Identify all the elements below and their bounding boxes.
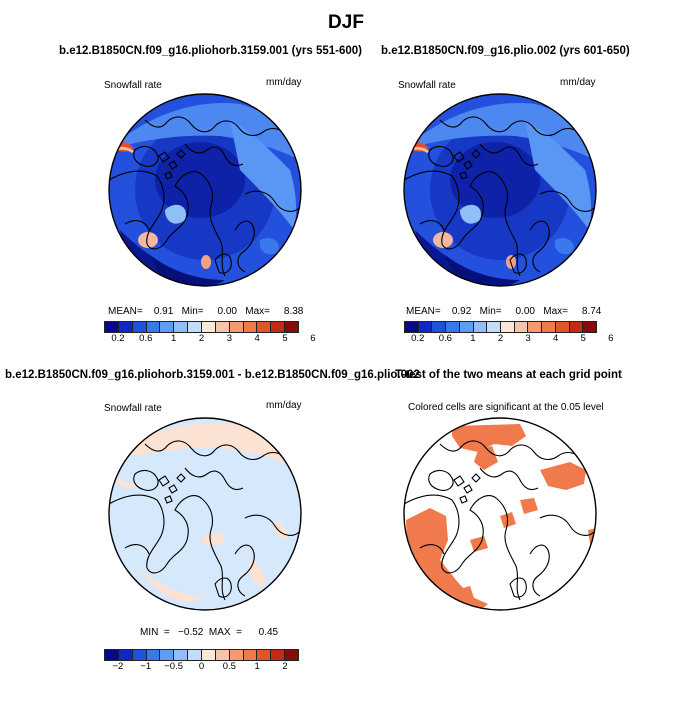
panel-title-bottom-right: T-test of the two means at each grid poi… [395, 369, 622, 381]
variable-label-bottom-left: Snowfall rate [104, 403, 162, 414]
page-title: DJF [328, 12, 364, 33]
colorbar-cell [146, 650, 161, 660]
colorbar-cell [132, 650, 147, 660]
panel-title-top-right: b.e12.B1850CN.f09_g16.plio.002 (yrs 601-… [381, 45, 630, 57]
colorbar-cell [174, 650, 189, 660]
colorbar-cell [132, 322, 147, 332]
colorbar-tick-label: 1 [470, 333, 476, 344]
colorbar-cell [271, 322, 286, 332]
colorbar-tick-label: 6 [608, 333, 614, 344]
colorbar-tick-label: 0 [198, 661, 205, 672]
colorbar-cell [418, 322, 433, 332]
colorbar-tick-label: 2 [198, 333, 205, 344]
colorbar-top-right: 0.2 0.6 1 2 3 4 5 6 [404, 321, 613, 345]
colorbar-cell [446, 322, 460, 332]
colorbar-cell [555, 322, 570, 332]
colorbar-cell [243, 322, 258, 332]
colorbar-tick-label: 0.2 [411, 333, 425, 344]
colorbar-tick-label: 5 [282, 333, 288, 344]
significance-note: Colored cells are significant at the 0.0… [408, 402, 604, 413]
units-label-bottom-left: mm/day [266, 400, 302, 411]
colorbar-cell [118, 322, 133, 332]
units-label-top-right: mm/day [560, 77, 596, 88]
colorbar-cell [243, 650, 258, 660]
colorbar-tick-label: 3 [525, 333, 531, 344]
stats-top-right: MEAN= 0.92 Min= 0.00 Max= 8.74 [406, 306, 602, 317]
colorbar-tick-label: 0.6 [438, 333, 452, 344]
colorbar-tick-label: 1 [170, 333, 177, 344]
colorbar-cell [432, 322, 447, 332]
colorbar-cell [285, 650, 299, 660]
colorbar-tick-label: 2 [497, 333, 504, 344]
colorbar-cell [542, 322, 556, 332]
colorbar-tick-label: 4 [254, 333, 260, 344]
colorbar-cell [105, 322, 119, 332]
colorbar-cell [160, 650, 175, 660]
colorbar-cell [215, 650, 230, 660]
colorbar-tick-label: 0.6 [139, 333, 153, 344]
colorbar-tick-label: 4 [552, 333, 559, 344]
colorbar-cell [487, 322, 502, 332]
variable-label-top-right: Snowfall rate [398, 80, 456, 91]
colorbar-cell [188, 322, 203, 332]
colorbar-cell [174, 322, 189, 332]
colorbar-cell [501, 322, 515, 332]
colorbar-bottom-left: −2 −1 −0.5 0 0.5 1 2 [104, 649, 299, 673]
colorbar-tick-label: −1 [140, 661, 152, 672]
variable-label-top-left: Snowfall rate [104, 80, 162, 91]
colorbar-cell [118, 650, 133, 660]
colorbar-tick-label: −2 [112, 661, 124, 672]
units-label-top-left: mm/day [266, 77, 302, 88]
colorbar-cell [257, 322, 272, 332]
colorbar-tick-label: 2 [282, 661, 288, 672]
colorbar-cell [202, 650, 216, 660]
panel-title-bottom-left: b.e12.B1850CN.f09_g16.pliohorb.3159.001 … [5, 369, 420, 381]
colorbar-cell [105, 650, 119, 660]
colorbar-cell [514, 322, 529, 332]
colorbar-tick-label: 5 [580, 333, 586, 344]
colorbar-cell [188, 650, 203, 660]
colorbar-cell [459, 322, 474, 332]
stats-top-left: MEAN= 0.91 Min= 0.00 Max= 8.38 [108, 306, 304, 317]
colorbar-cell [473, 322, 488, 332]
colorbar-tick-label: 0.5 [222, 661, 236, 672]
colorbar-cell [405, 322, 419, 332]
colorbar-cell [229, 650, 244, 660]
colorbar-tick-label: 1 [254, 661, 260, 672]
colorbar-cell [146, 322, 161, 332]
colorbar-top-left: 0.2 0.6 1 2 3 4 5 6 [104, 321, 316, 345]
colorbar-tick-label: 0.2 [111, 333, 125, 344]
panel-title-top-left: b.e12.B1850CN.f09_g16.pliohorb.3159.001 … [59, 45, 362, 57]
colorbar-tick-label: −0.5 [164, 661, 184, 672]
colorbar-cell [583, 322, 597, 332]
colorbar-tick-label: 6 [310, 333, 316, 344]
colorbar-cell [271, 650, 286, 660]
colorbar-cell [215, 322, 230, 332]
colorbar-cell [202, 322, 216, 332]
colorbar-cell [569, 322, 584, 332]
colorbar-cell [160, 322, 175, 332]
colorbar-cell [528, 322, 543, 332]
stats-bottom-left: MIN = −0.52 MAX = 0.45 [140, 627, 279, 638]
colorbar-cell [257, 650, 272, 660]
colorbar-cell [229, 322, 244, 332]
colorbar-cell [285, 322, 299, 332]
colorbar-tick-label: 3 [226, 333, 232, 344]
